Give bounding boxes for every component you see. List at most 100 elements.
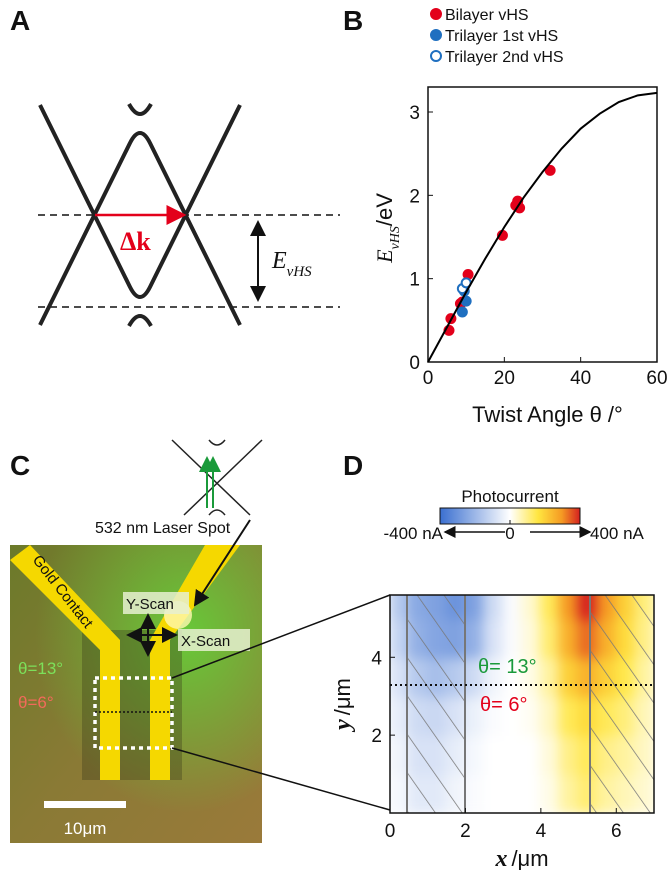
x-tick-label: 4 xyxy=(536,821,547,842)
x-label: Twist Angle θ /° xyxy=(472,402,623,427)
y-label: y/μm xyxy=(330,678,356,733)
heat-cell xyxy=(558,773,580,813)
y-label-main: E xyxy=(372,249,397,264)
heat-cell xyxy=(558,695,580,737)
heat-cell xyxy=(539,773,561,813)
y-label-unit: /eV xyxy=(372,193,397,226)
heat-cell xyxy=(502,734,523,776)
zoom-line xyxy=(171,594,391,679)
laser-label: 532 nm Laser Spot xyxy=(95,520,231,537)
annotation: θ= 6° xyxy=(480,694,527,716)
y-label: EvHS/eV xyxy=(372,193,403,264)
plot-frame xyxy=(389,594,655,814)
panel-c: C 532 nm Laser Spot Gold Contact Y-Scan … xyxy=(10,439,391,843)
zoom-line xyxy=(171,747,391,811)
x-tick-label: 0 xyxy=(423,368,434,389)
y-tick-label: 3 xyxy=(409,103,420,124)
heat-cell xyxy=(483,734,505,776)
theta-high: θ=13° xyxy=(18,659,63,678)
contacts xyxy=(390,595,654,813)
heat-cell xyxy=(464,695,486,737)
legend-marker xyxy=(430,8,442,20)
heat-cell xyxy=(390,656,410,698)
x-tick-label: 40 xyxy=(570,368,591,389)
heat-cell xyxy=(502,617,523,659)
heat-cell xyxy=(521,656,542,698)
xscan-label: X-Scan xyxy=(181,633,230,650)
panel-label: C xyxy=(10,450,30,481)
fit-curve xyxy=(427,91,658,363)
heat-cell xyxy=(502,656,523,698)
label-box xyxy=(123,592,189,614)
heat-cell xyxy=(464,734,486,776)
band xyxy=(38,104,242,299)
heat-cell xyxy=(502,695,523,737)
legend-marker xyxy=(430,29,442,41)
heat-cell xyxy=(483,695,505,737)
theta-low: θ=6° xyxy=(18,693,54,712)
heat-cell xyxy=(464,617,486,659)
x-tick-label: 20 xyxy=(494,368,515,389)
panel-a: A Δk EvHS xyxy=(10,5,340,328)
label-box xyxy=(178,629,250,651)
heat-cell xyxy=(521,595,542,620)
heat-cell xyxy=(390,595,410,620)
heat-cell xyxy=(390,617,410,659)
heat-cell xyxy=(539,617,561,659)
x-label: x/μm xyxy=(494,846,548,872)
heat-cell xyxy=(483,656,505,698)
energy-symbol: E xyxy=(271,248,287,274)
x-label-main: x xyxy=(494,846,507,872)
heat-cell xyxy=(464,656,486,698)
x-tick-label: 2 xyxy=(460,821,471,842)
heat-cell xyxy=(521,734,542,776)
band xyxy=(38,131,242,326)
y-label-main: y xyxy=(330,719,356,733)
scale-bar xyxy=(44,801,126,808)
cone xyxy=(208,439,226,446)
contact-hatch xyxy=(590,595,654,813)
heat-cell xyxy=(558,734,580,776)
heat-cell xyxy=(483,617,505,659)
yscan-label: Y-Scan xyxy=(126,596,174,613)
heat-cell xyxy=(539,656,561,698)
pointer xyxy=(193,519,251,607)
band xyxy=(127,314,153,328)
heat-cell xyxy=(558,595,580,620)
annotation: θ= 13° xyxy=(478,656,537,678)
heat-cell xyxy=(558,617,580,659)
heat-cell xyxy=(539,695,561,737)
colorbar-label: 400 nA xyxy=(590,524,645,543)
heat-cell xyxy=(464,773,486,813)
heat-cell xyxy=(502,595,523,620)
colorbar-label: 0 xyxy=(505,524,514,543)
plot-frame xyxy=(427,86,658,363)
x-tick-label: 0 xyxy=(385,821,396,842)
legend-label: Trilayer 1st vHS xyxy=(445,28,558,45)
heat-cell xyxy=(464,595,486,620)
heat-cell xyxy=(539,595,561,620)
panel-label: A xyxy=(10,5,30,36)
band xyxy=(127,102,153,116)
zoom-box xyxy=(93,676,174,750)
cone xyxy=(208,509,226,516)
heat-cell xyxy=(390,773,410,813)
heat-cell xyxy=(521,773,542,813)
heat-cell xyxy=(483,595,505,620)
heat-cell xyxy=(521,617,542,659)
x-tick-label: 6 xyxy=(611,821,622,842)
delta-k: Δk xyxy=(120,227,151,256)
y-label-unit: /μm xyxy=(330,678,355,715)
x-label-unit: /μm xyxy=(511,846,548,871)
heat-cell xyxy=(483,773,505,813)
legend-label: Trilayer 2nd vHS xyxy=(445,49,564,66)
scale-label: 10μm xyxy=(64,819,107,838)
colorbar-title: Photocurrent xyxy=(461,487,559,506)
y-label-sub: vHS xyxy=(388,226,403,249)
colorbar-label: -400 nA xyxy=(383,524,443,543)
panel-label: D xyxy=(343,450,363,481)
y-tick-label: 0 xyxy=(409,353,420,374)
energy-label: EvHS xyxy=(271,248,312,280)
